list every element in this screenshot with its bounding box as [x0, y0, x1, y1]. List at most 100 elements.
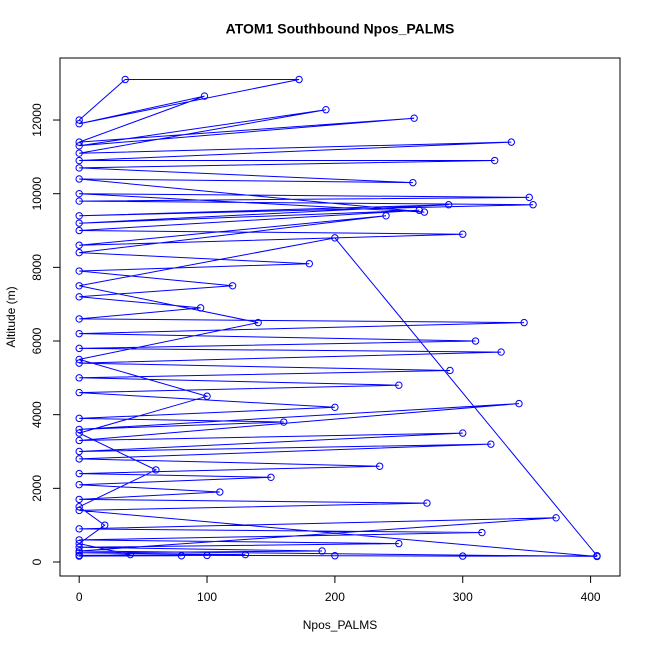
data-point	[446, 366, 454, 375]
data-point	[75, 425, 83, 434]
data-point	[75, 480, 83, 489]
data-point	[525, 193, 533, 202]
data-point	[375, 462, 384, 470]
data-point	[593, 552, 601, 560]
data-point	[75, 543, 83, 551]
data-point	[152, 466, 160, 474]
data-point	[75, 495, 83, 504]
data-point	[75, 226, 83, 235]
data-point	[75, 267, 83, 275]
plot-frame	[59, 57, 621, 577]
data-point	[75, 189, 83, 198]
y-tick-label: 8000	[30, 254, 44, 281]
data-point	[75, 414, 83, 423]
data-point	[75, 503, 83, 511]
data-point	[75, 536, 83, 544]
data-point	[75, 469, 83, 478]
data-point	[552, 514, 560, 522]
data-point	[280, 418, 288, 426]
data-point	[410, 114, 418, 122]
data-point	[75, 506, 83, 515]
y-tick-label: 0	[30, 558, 44, 565]
data-point	[228, 282, 237, 290]
data-point	[395, 539, 403, 548]
y-tick-label: 10000	[30, 177, 44, 211]
data-point	[75, 138, 83, 146]
x-tick-label: 0	[76, 590, 83, 604]
data-point	[382, 212, 390, 220]
data-point	[75, 549, 83, 557]
data-point	[203, 392, 211, 400]
data-point	[121, 75, 129, 84]
data-point	[497, 348, 505, 356]
data-point	[420, 208, 429, 216]
data-point	[203, 551, 211, 560]
data-point	[75, 241, 83, 249]
data-point	[126, 550, 135, 559]
x-tick-label: 100	[197, 590, 217, 604]
data-point	[75, 282, 83, 290]
data-point	[75, 436, 83, 445]
data-point	[75, 197, 83, 205]
x-tick-label: 400	[581, 590, 601, 604]
data-point	[331, 234, 339, 242]
y-tick-label: 12000	[30, 103, 44, 137]
data-point	[75, 142, 83, 150]
y-tick-label: 2000	[30, 475, 44, 502]
data-point	[75, 447, 83, 456]
x-tick-label: 200	[325, 590, 345, 604]
data-point	[295, 75, 303, 84]
data-point	[75, 552, 83, 560]
data-point	[75, 248, 83, 257]
data-point	[322, 106, 330, 114]
data-point	[305, 259, 314, 268]
data-point	[487, 440, 495, 448]
data-point	[75, 525, 83, 533]
data-line	[77, 79, 599, 557]
x-axis-label: Npos_PALMS	[303, 618, 377, 632]
data-point	[101, 521, 109, 529]
data-point	[75, 120, 83, 128]
data-point	[459, 230, 467, 238]
data-point	[520, 318, 528, 327]
data-point	[75, 429, 83, 437]
data-point	[75, 388, 83, 397]
y-tick-label: 4000	[30, 401, 44, 428]
data-point	[177, 552, 186, 560]
data-point	[415, 206, 423, 214]
data-point	[241, 550, 250, 559]
data-point	[423, 499, 431, 507]
data-point	[409, 178, 417, 187]
x-tick-label: 300	[453, 590, 473, 604]
data-point	[507, 138, 516, 146]
data-point	[75, 344, 83, 353]
data-point	[75, 149, 83, 157]
data-point	[196, 304, 205, 312]
data-point	[75, 219, 83, 227]
data-point	[331, 552, 339, 560]
data-point	[75, 175, 83, 183]
data-point	[459, 429, 467, 437]
data-point	[75, 359, 83, 367]
y-axis-label: Altitude (m)	[4, 286, 18, 347]
data-point	[216, 488, 224, 496]
data-point	[200, 92, 209, 100]
chart-title: ATOM1 Southbound Npos_PALMS	[226, 21, 455, 37]
data-point	[75, 315, 83, 323]
data-point	[75, 374, 83, 382]
data-point	[75, 539, 83, 548]
data-point	[515, 399, 523, 408]
data-point	[75, 329, 83, 338]
data-point	[459, 552, 467, 560]
data-point	[75, 212, 83, 220]
data-point	[75, 293, 83, 301]
data-point	[75, 355, 83, 364]
data-point	[395, 381, 403, 389]
data-point	[444, 201, 453, 209]
data-point	[529, 201, 537, 209]
data-point	[491, 156, 499, 165]
data-point	[75, 156, 83, 165]
